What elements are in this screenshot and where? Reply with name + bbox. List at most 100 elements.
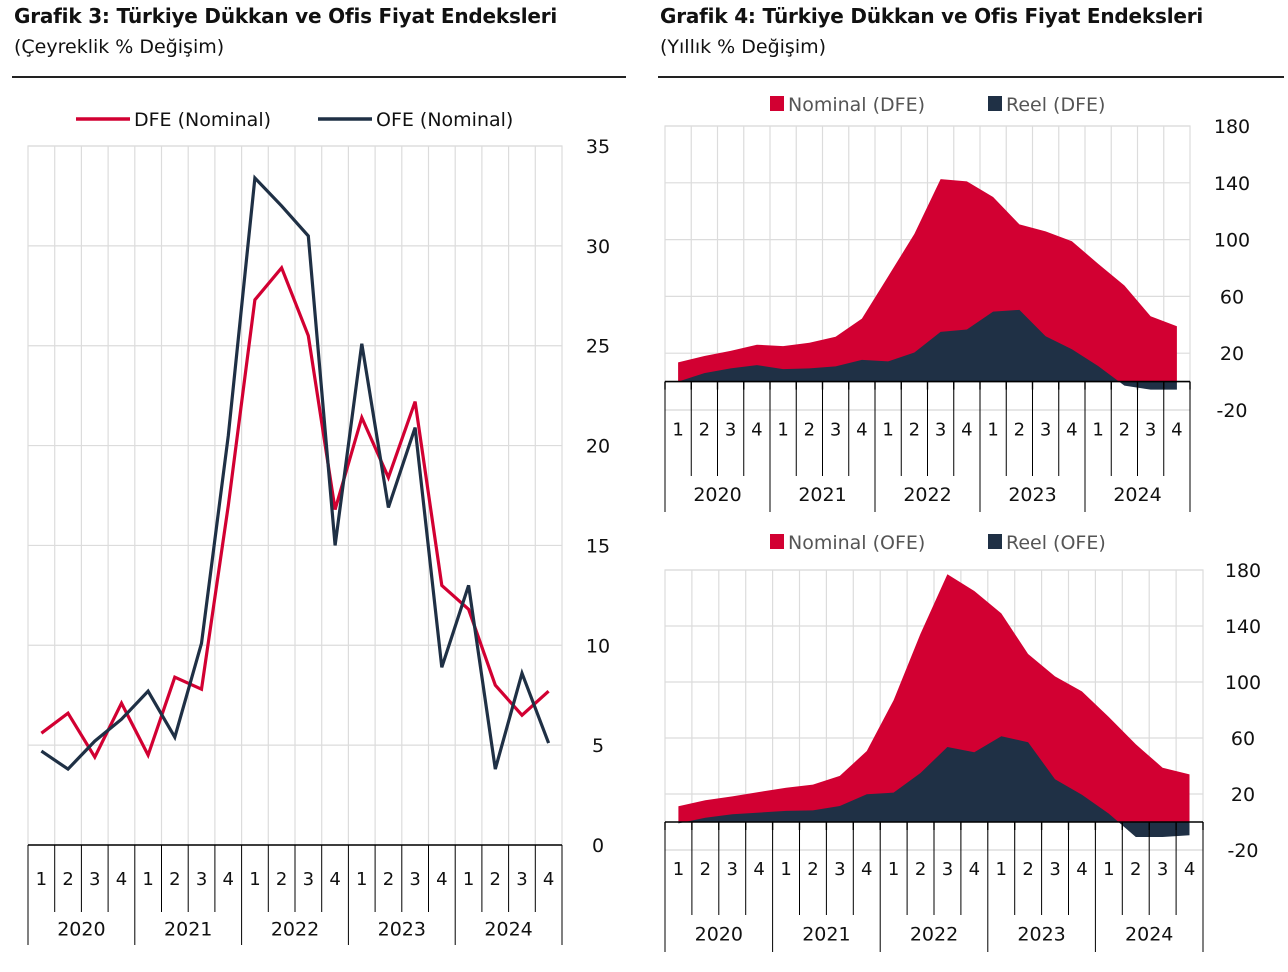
x-tick-label-quarter: 1 <box>36 869 47 890</box>
y-tick-label: 100 <box>1225 672 1261 694</box>
x-tick-label-quarter: 1 <box>987 419 998 440</box>
x-tick-label-quarter: 3 <box>1145 419 1156 440</box>
x-tick-label-year: 2022 <box>910 923 958 945</box>
x-tick-label-quarter: 2 <box>169 869 180 890</box>
y-tick-label: 140 <box>1214 173 1250 195</box>
legend-swatch-square <box>988 96 1002 111</box>
x-tick-label-quarter: 2 <box>1014 419 1025 440</box>
x-tick-label-quarter: 1 <box>249 869 260 890</box>
x-tick-label-quarter: 2 <box>909 419 920 440</box>
x-tick-label-quarter: 4 <box>116 869 127 890</box>
x-tick-label-year: 2021 <box>164 918 212 940</box>
y-tick-label: 35 <box>586 136 610 158</box>
x-tick-label-quarter: 2 <box>383 869 394 890</box>
x-tick-label-quarter: 4 <box>856 419 867 440</box>
x-tick-label-quarter: 3 <box>303 869 314 890</box>
x-tick-label-year: 2023 <box>1008 484 1056 506</box>
x-tick-label-quarter: 4 <box>753 859 764 880</box>
x-tick-label-quarter: 4 <box>961 419 972 440</box>
y-tick-label: 15 <box>586 535 610 557</box>
legend-label: DFE (Nominal) <box>134 109 271 131</box>
x-tick-label-quarter: 1 <box>1103 859 1114 880</box>
x-tick-label-quarter: 2 <box>915 859 926 880</box>
area-series-reel <box>678 309 1177 390</box>
y-tick-label: 25 <box>586 336 610 358</box>
y-tick-label: 20 <box>586 436 610 458</box>
x-tick-label-quarter: 1 <box>356 869 367 890</box>
legend-swatch-square <box>770 96 784 111</box>
y-tick-label: 100 <box>1214 230 1250 252</box>
x-tick-label-quarter: 2 <box>804 419 815 440</box>
x-tick-label-year: 2023 <box>378 918 426 940</box>
y-tick-label: 180 <box>1225 560 1261 582</box>
x-tick-label-quarter: 2 <box>276 869 287 890</box>
x-tick-label-quarter: 2 <box>1130 859 1141 880</box>
x-tick-label-quarter: 2 <box>807 859 818 880</box>
x-tick-label-quarter: 4 <box>1184 859 1195 880</box>
grafik3-subtitle: (Çeyreklik % Değişim) <box>14 36 225 58</box>
x-tick-label-quarter: 3 <box>1040 419 1051 440</box>
x-tick-label-quarter: 3 <box>89 869 100 890</box>
x-tick-label-year: 2022 <box>903 484 951 506</box>
x-tick-label-quarter: 3 <box>196 869 207 890</box>
y-tick-label: -20 <box>1216 400 1247 422</box>
x-tick-label-quarter: 3 <box>830 419 841 440</box>
legend-label: Nominal (OFE) <box>788 532 925 554</box>
legend-label: Reel (DFE) <box>1006 94 1105 116</box>
x-tick-label-quarter: 4 <box>969 859 980 880</box>
x-tick-label-year: 2020 <box>57 918 105 940</box>
area-series-nominal <box>678 574 1190 822</box>
grafik3-title: Grafik 3: Türkiye Dükkan ve Ofis Fiyat E… <box>14 4 558 28</box>
x-tick-label-quarter: 3 <box>935 419 946 440</box>
x-tick-label-year: 2024 <box>1113 484 1161 506</box>
x-tick-label-quarter: 4 <box>1066 419 1077 440</box>
x-tick-label-quarter: 3 <box>725 419 736 440</box>
x-tick-label-quarter: 1 <box>1092 419 1103 440</box>
x-tick-label-quarter: 3 <box>834 859 845 880</box>
y-tick-label: -20 <box>1227 840 1258 862</box>
series-line-ofe-nominal <box>40 174 551 772</box>
x-tick-label-quarter: 3 <box>942 859 953 880</box>
x-tick-label-quarter: 1 <box>780 859 791 880</box>
x-tick-label-year: 2022 <box>271 918 319 940</box>
x-tick-label-quarter: 4 <box>861 859 872 880</box>
x-tick-label-quarter: 1 <box>142 869 153 890</box>
y-tick-label: 60 <box>1220 286 1244 308</box>
area-series-reel <box>678 736 1190 837</box>
legend-label: OFE (Nominal) <box>376 109 513 131</box>
series-line-dfe-nominal <box>40 264 550 761</box>
grafik3-panel: Grafik 3: Türkiye Dükkan ve Ofis Fiyat E… <box>0 0 640 972</box>
y-tick-label: 5 <box>592 735 604 757</box>
x-tick-label-year: 2020 <box>695 923 743 945</box>
title-divider <box>658 76 1284 78</box>
x-tick-label-quarter: 2 <box>490 869 501 890</box>
x-tick-label-quarter: 2 <box>700 859 711 880</box>
grafik4-subtitle: (Yıllık % Değişim) <box>660 36 827 58</box>
grafik4-title: Grafik 4: Türkiye Dükkan ve Ofis Fiyat E… <box>660 4 1204 28</box>
y-tick-label: 180 <box>1214 116 1250 138</box>
x-tick-label-year: 2020 <box>693 484 741 506</box>
y-tick-label: 0 <box>592 835 604 857</box>
x-tick-label-quarter: 4 <box>1171 419 1182 440</box>
x-tick-label-quarter: 1 <box>882 419 893 440</box>
x-tick-label-quarter: 3 <box>516 869 527 890</box>
x-tick-label-quarter: 3 <box>727 859 738 880</box>
x-tick-label-quarter: 3 <box>1049 859 1060 880</box>
x-tick-label-quarter: 2 <box>1022 859 1033 880</box>
x-tick-label-quarter: 1 <box>888 859 899 880</box>
x-tick-label-quarter: 1 <box>996 859 1007 880</box>
y-tick-label: 20 <box>1220 343 1244 365</box>
x-tick-label-year: 2024 <box>484 918 532 940</box>
x-tick-label-quarter: 1 <box>463 869 474 890</box>
legend-label: Reel (OFE) <box>1006 532 1106 554</box>
x-tick-label-quarter: 1 <box>672 419 683 440</box>
area-series-nominal <box>678 179 1177 382</box>
x-tick-label-quarter: 1 <box>673 859 684 880</box>
x-tick-label-quarter: 1 <box>777 419 788 440</box>
x-tick-label-quarter: 4 <box>223 869 234 890</box>
y-tick-label: 60 <box>1231 728 1255 750</box>
x-tick-label-quarter: 2 <box>1119 419 1130 440</box>
y-tick-label: 30 <box>586 236 610 258</box>
x-tick-label-quarter: 4 <box>329 869 340 890</box>
